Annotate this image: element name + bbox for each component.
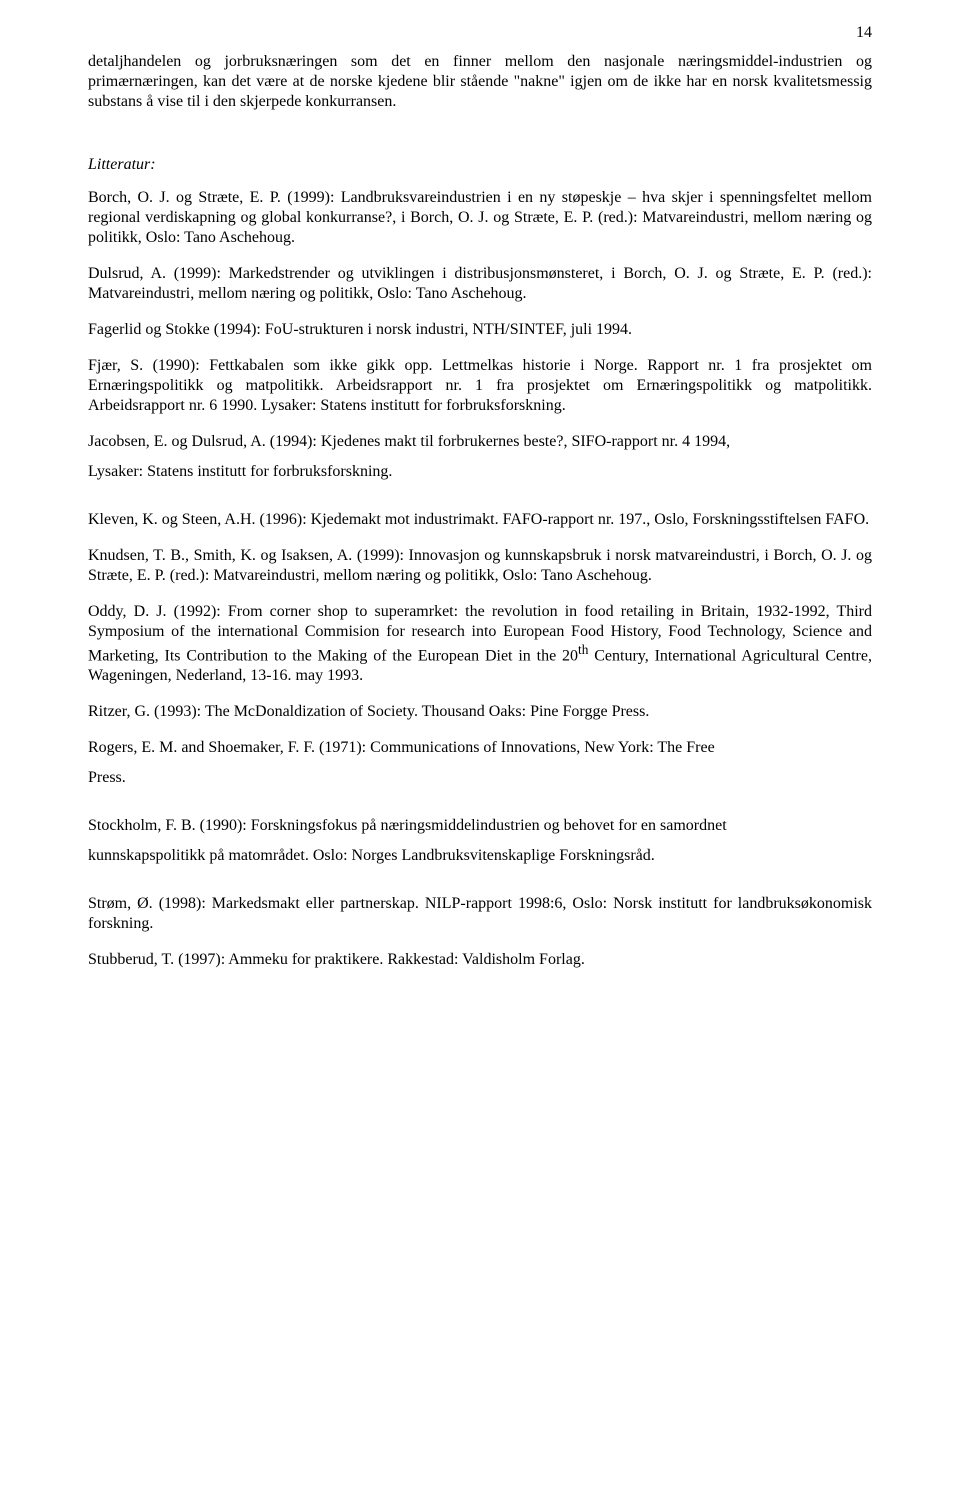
ref-fjaer: Fjær, S. (1990): Fettkabalen som ikke gi… [88,356,872,416]
ref-oddy: Oddy, D. J. (1992): From corner shop to … [88,602,872,686]
litteratur-heading: Litteratur: [88,156,872,174]
ref-dulsrud: Dulsrud, A. (1999): Markedstrender og ut… [88,264,872,304]
ref-borch: Borch, O. J. og Stræte, E. P. (1999): La… [88,188,872,248]
ref-lysaker: Lysaker: Statens institutt for forbruksf… [88,462,872,482]
intro-paragraph: detaljhandelen og jorbruksnæringen som d… [88,52,872,112]
page-number: 14 [856,24,872,42]
ref-fagerlid: Fagerlid og Stokke (1994): FoU-strukture… [88,320,872,340]
ref-stubberud: Stubberud, T. (1997): Ammeku for praktik… [88,950,872,970]
ref-press: Press. [88,768,872,788]
page: 14 detaljhandelen og jorbruksnæringen so… [0,0,960,1492]
ref-stockholm: Stockholm, F. B. (1990): Forskningsfokus… [88,816,872,836]
ref-kleven: Kleven, K. og Steen, A.H. (1996): Kjedem… [88,510,872,530]
ref-rogers: Rogers, E. M. and Shoemaker, F. F. (1971… [88,738,872,758]
ref-knudsen: Knudsen, T. B., Smith, K. og Isaksen, A.… [88,546,872,586]
ref-ritzer: Ritzer, G. (1993): The McDonaldization o… [88,702,872,722]
ref-jacobsen: Jacobsen, E. og Dulsrud, A. (1994): Kjed… [88,432,872,452]
ref-strom: Strøm, Ø. (1998): Markedsmakt eller part… [88,894,872,934]
ref-kunnskapspolitikk: kunnskapspolitikk på matområdet. Oslo: N… [88,846,872,866]
